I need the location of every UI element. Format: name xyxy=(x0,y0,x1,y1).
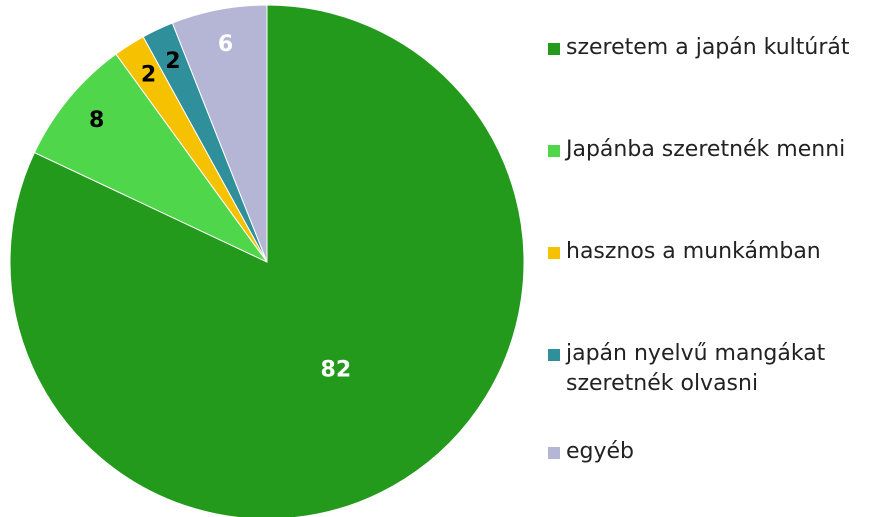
legend-label: Japánba szeretnék menni xyxy=(566,137,846,162)
legend-swatch xyxy=(548,349,560,361)
legend-item: japán nyelvű mangákat szeretnék olvasni xyxy=(548,339,878,399)
legend-swatch xyxy=(548,247,560,259)
legend-item: hasznos a munkámban xyxy=(548,237,878,267)
pie-slice xyxy=(33,53,268,263)
legend-swatch xyxy=(548,447,560,459)
legend-label: szeretem a japán kultúrát xyxy=(566,35,850,60)
legend-label: japán nyelvű mangákat szeretnék olvasni xyxy=(566,341,826,396)
data-label: 2 xyxy=(141,62,156,87)
legend-item: Japánba szeretnék menni xyxy=(548,135,878,165)
data-label: 8 xyxy=(89,108,104,133)
legend-label: egyéb xyxy=(566,439,635,464)
legend-item: egyéb xyxy=(548,437,878,467)
data-label: 82 xyxy=(321,357,352,382)
data-label: 6 xyxy=(218,32,233,57)
legend-item: szeretem a japán kultúrát xyxy=(548,33,878,63)
legend-swatch xyxy=(548,145,560,157)
pie-slice xyxy=(9,4,525,517)
legend-label: hasznos a munkámban xyxy=(566,239,821,264)
pie-slice xyxy=(171,4,268,263)
data-label: 2 xyxy=(165,49,180,74)
legend-swatch xyxy=(548,43,560,55)
